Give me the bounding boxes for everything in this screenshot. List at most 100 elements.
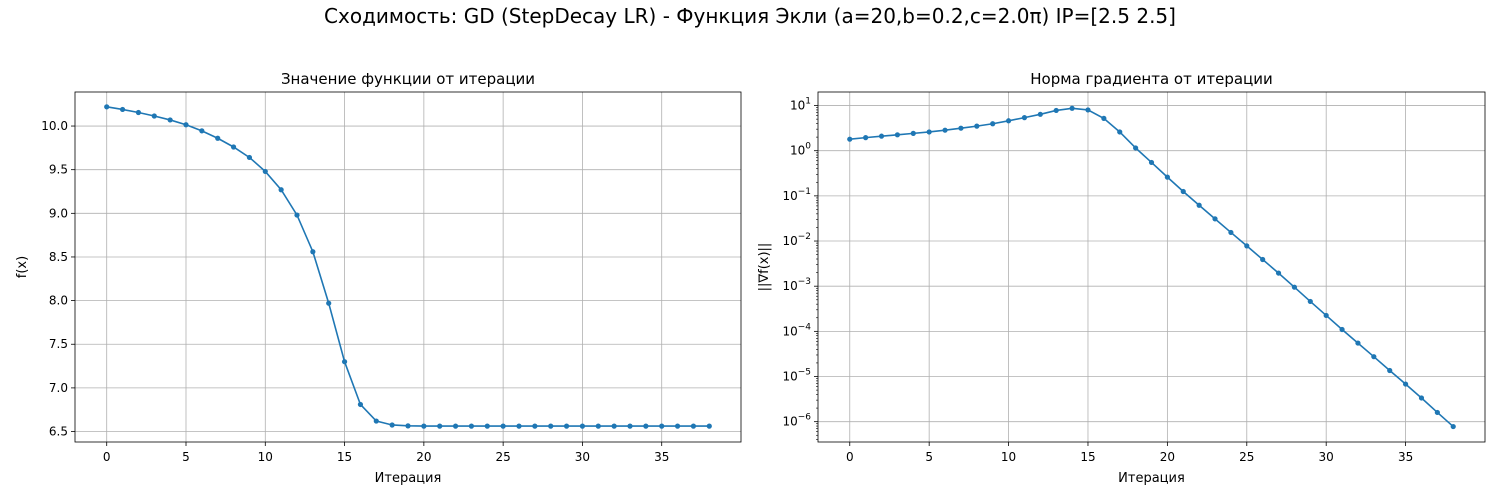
data-point xyxy=(119,106,126,113)
data-point xyxy=(611,423,617,429)
data-point xyxy=(135,109,142,116)
y-tick-label: 6.5 xyxy=(49,425,68,439)
x-tick-label: 30 xyxy=(575,450,590,464)
x-tick-label: 25 xyxy=(496,450,511,464)
data-point xyxy=(437,423,443,429)
x-tick-label: 0 xyxy=(103,450,111,464)
axes-frame xyxy=(74,91,742,443)
data-point xyxy=(468,423,475,429)
y-tick-label: 9.0 xyxy=(49,206,68,220)
x-tick-label: 10 xyxy=(1001,450,1016,464)
data-point xyxy=(278,187,284,193)
y-tick-label: 9.5 xyxy=(49,163,68,177)
data-point xyxy=(1244,243,1250,249)
data-point xyxy=(674,423,681,429)
data-point xyxy=(1037,111,1043,117)
data-point xyxy=(563,423,570,429)
x-tick-label: 25 xyxy=(1239,450,1254,464)
data-point xyxy=(627,423,633,429)
data-point xyxy=(1164,174,1170,180)
y-tick-label: 100 xyxy=(790,142,811,158)
data-point xyxy=(974,123,980,129)
data-point xyxy=(863,135,869,141)
data-point xyxy=(1307,298,1313,305)
chart-gradient-norm: 0 5 10 15 20 25 30 35 101 100 10−1 10−2 10−3 10−4 10−5… xyxy=(757,70,1486,486)
data-point xyxy=(643,423,649,429)
data-point xyxy=(847,136,853,142)
data-point xyxy=(532,423,538,429)
data-point xyxy=(1355,340,1361,346)
data-point xyxy=(579,423,586,429)
data-point xyxy=(1117,129,1123,135)
data-point xyxy=(990,121,996,127)
data-point xyxy=(1053,107,1059,114)
y-tick-label: 10−3 xyxy=(782,277,811,293)
data-point xyxy=(326,300,332,306)
data-point xyxy=(500,423,506,429)
data-point xyxy=(421,423,427,429)
data-point xyxy=(1196,202,1202,208)
y-tick-label: 7.0 xyxy=(49,381,68,395)
series-line xyxy=(106,106,710,427)
chart-function-value: 0 5 10 15 20 25 30 35 6.5 7.0 7.5 8.0 8.5 9.0 9.5 10.0 З… xyxy=(15,70,742,486)
data-point xyxy=(294,212,300,218)
data-point xyxy=(595,423,601,429)
data-point xyxy=(230,144,237,150)
data-point xyxy=(1434,409,1440,416)
chart-title: Значение функции от итерации xyxy=(281,70,535,88)
data-point xyxy=(262,168,268,175)
x-tick-label: 5 xyxy=(925,450,933,464)
data-point xyxy=(1212,216,1218,222)
data-point xyxy=(958,125,964,131)
data-point xyxy=(1228,229,1234,236)
data-point xyxy=(389,422,395,428)
data-point xyxy=(199,128,205,134)
y-tick-label: 101 xyxy=(790,97,811,113)
x-tick-label: 0 xyxy=(846,450,854,464)
data-point xyxy=(246,154,253,161)
data-point xyxy=(1418,395,1425,401)
data-point xyxy=(1101,115,1107,121)
data-point xyxy=(910,130,916,136)
data-point xyxy=(878,133,885,139)
data-point xyxy=(1450,423,1456,430)
data-point xyxy=(151,113,157,119)
data-point xyxy=(926,129,932,135)
data-point xyxy=(1085,107,1091,113)
y-axis-label: f(x) xyxy=(15,256,30,278)
y-tick-label: 10.0 xyxy=(41,119,68,133)
data-point xyxy=(548,423,554,429)
data-point xyxy=(1180,188,1186,195)
figure-title: Сходимость: GD (StepDecay LR) - Функция … xyxy=(324,4,1176,28)
data-point xyxy=(373,418,379,424)
data-point xyxy=(1005,118,1012,124)
y-tick-label: 10−6 xyxy=(782,413,811,429)
data-point xyxy=(104,104,110,110)
data-point xyxy=(452,423,459,429)
y-tick-label: 8.5 xyxy=(49,250,68,264)
data-point xyxy=(1275,270,1282,276)
data-point xyxy=(405,423,411,429)
data-point xyxy=(167,117,173,123)
data-point xyxy=(1323,312,1329,319)
x-tick-label: 5 xyxy=(182,450,190,464)
data-point xyxy=(659,423,665,429)
data-point xyxy=(1021,115,1028,121)
y-tick-label: 10−5 xyxy=(782,368,811,384)
y-tick-label: 10−4 xyxy=(782,322,811,338)
x-tick-label: 20 xyxy=(1160,450,1175,464)
y-axis-label: ||∇f(x)|| xyxy=(757,243,772,292)
data-point xyxy=(1069,105,1075,111)
data-point xyxy=(357,401,364,408)
data-point xyxy=(310,249,316,255)
x-tick-label: 30 xyxy=(1319,450,1334,464)
x-tick-label: 15 xyxy=(337,450,352,464)
data-point xyxy=(1339,326,1345,333)
data-point xyxy=(183,122,189,128)
y-tick-label: 8.0 xyxy=(49,294,68,308)
data-point xyxy=(484,423,490,429)
data-point xyxy=(706,423,712,429)
x-tick-label: 10 xyxy=(258,450,273,464)
data-point xyxy=(1291,284,1298,290)
series-line xyxy=(849,107,1454,428)
